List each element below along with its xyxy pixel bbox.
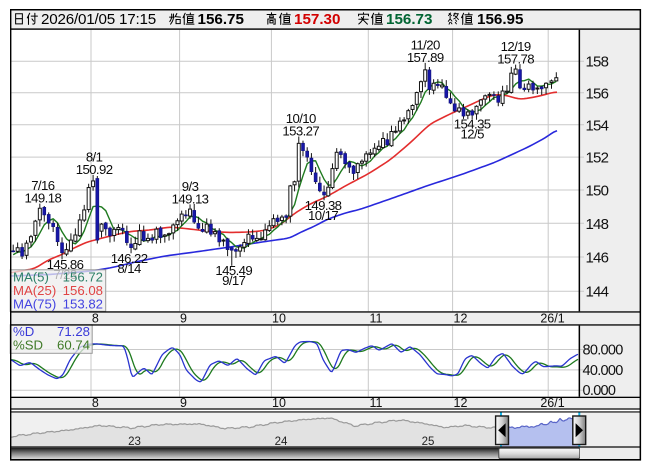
svg-text:146: 146 xyxy=(586,250,609,267)
svg-text:156.73: 156.73 xyxy=(386,11,432,28)
svg-text:150: 150 xyxy=(586,183,609,200)
svg-text:23: 23 xyxy=(128,436,141,448)
svg-text:80.000: 80.000 xyxy=(583,343,624,359)
svg-text:156.75: 156.75 xyxy=(198,11,245,28)
svg-text:11/20: 11/20 xyxy=(411,37,440,52)
svg-text:MA(5): MA(5) xyxy=(13,270,49,285)
svg-text:12/5: 12/5 xyxy=(461,127,485,142)
svg-text:146.22: 146.22 xyxy=(111,251,148,266)
svg-text:149.18: 149.18 xyxy=(24,191,61,206)
svg-text:12: 12 xyxy=(454,311,468,325)
svg-text:40.000: 40.000 xyxy=(583,363,624,379)
svg-text:153.82: 153.82 xyxy=(63,297,103,312)
svg-text:71.28: 71.28 xyxy=(57,324,90,339)
svg-text:24: 24 xyxy=(275,436,288,448)
svg-text:156: 156 xyxy=(586,85,609,102)
svg-text:8: 8 xyxy=(92,311,99,325)
svg-text:158: 158 xyxy=(586,54,609,71)
svg-text:152: 152 xyxy=(586,150,609,167)
svg-text:8: 8 xyxy=(92,396,99,410)
svg-text:150.92: 150.92 xyxy=(76,162,113,177)
svg-text:10: 10 xyxy=(272,396,286,410)
svg-text:12: 12 xyxy=(454,396,468,410)
svg-text:11: 11 xyxy=(370,396,383,410)
svg-text:145.49: 145.49 xyxy=(215,263,252,278)
svg-text:26/1: 26/1 xyxy=(540,396,564,410)
svg-text:148: 148 xyxy=(586,216,609,233)
svg-text:153.27: 153.27 xyxy=(282,124,319,139)
svg-text:156.08: 156.08 xyxy=(63,283,103,298)
svg-text:%SD: %SD xyxy=(13,338,43,353)
svg-text:157.78: 157.78 xyxy=(497,52,534,67)
svg-text:144: 144 xyxy=(586,284,609,301)
svg-text:11: 11 xyxy=(370,311,383,325)
svg-text:8/14: 8/14 xyxy=(117,261,141,276)
svg-text:8/1: 8/1 xyxy=(86,149,103,164)
svg-text:154: 154 xyxy=(586,117,609,134)
svg-text:149.38: 149.38 xyxy=(305,198,342,213)
svg-text:10: 10 xyxy=(272,311,286,325)
svg-text:0.000: 0.000 xyxy=(583,383,616,399)
svg-text:2026/01/05 17:15: 2026/01/05 17:15 xyxy=(41,11,156,28)
svg-text:7/16: 7/16 xyxy=(31,178,55,193)
svg-text:MA(75): MA(75) xyxy=(13,297,56,312)
svg-text:10/10: 10/10 xyxy=(286,111,316,126)
svg-text:156.72: 156.72 xyxy=(63,270,103,285)
svg-text:145.86: 145.86 xyxy=(47,257,84,272)
svg-text:%D: %D xyxy=(13,324,34,339)
svg-text:156.95: 156.95 xyxy=(477,11,524,28)
svg-text:157.30: 157.30 xyxy=(294,11,340,28)
svg-text:149.13: 149.13 xyxy=(172,191,209,206)
svg-text:12/19: 12/19 xyxy=(501,39,531,54)
svg-text:9: 9 xyxy=(180,311,187,325)
svg-text:9/17: 9/17 xyxy=(222,273,246,288)
svg-text:157.89: 157.89 xyxy=(407,50,444,65)
svg-text:10/17: 10/17 xyxy=(308,208,338,223)
svg-text:9: 9 xyxy=(180,396,187,410)
svg-text:60.74: 60.74 xyxy=(57,338,90,353)
svg-text:MA(25): MA(25) xyxy=(13,283,56,298)
svg-text:9/3: 9/3 xyxy=(182,179,199,194)
svg-text:26/1: 26/1 xyxy=(540,311,564,325)
svg-text:25: 25 xyxy=(422,436,435,448)
svg-text:154.35: 154.35 xyxy=(454,117,491,132)
